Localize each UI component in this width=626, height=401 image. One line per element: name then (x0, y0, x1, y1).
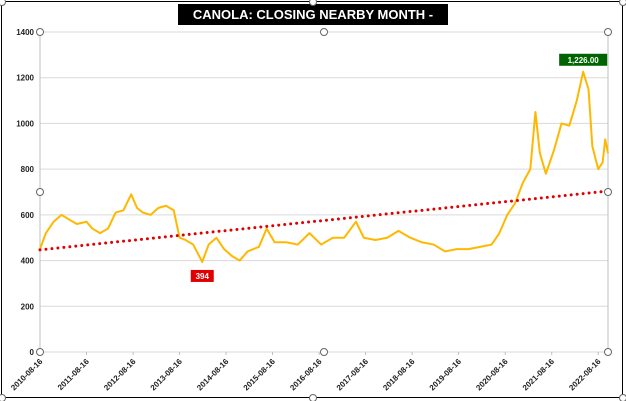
selection-handle (604, 28, 612, 36)
x-tick-label: 2019-08-16 (428, 357, 464, 393)
y-tick-label: 600 (21, 211, 35, 220)
price-line (39, 70, 609, 263)
x-tick-label: 2021-08-16 (521, 357, 557, 393)
selection-handle (320, 28, 328, 36)
selection-handle (36, 348, 44, 356)
selection-handle (604, 348, 612, 356)
data-label: 1,226.00 (568, 56, 600, 65)
x-tick-label: 2012-08-16 (102, 357, 138, 393)
trendline (38, 189, 610, 252)
y-tick-label: 1200 (16, 74, 34, 83)
data-label-box (559, 53, 608, 66)
x-tick-label: 2022-08-16 (567, 357, 603, 393)
x-tick-label: 2017-08-16 (335, 357, 371, 393)
selection-handle (36, 28, 44, 36)
y-tick-label: 400 (21, 257, 35, 266)
x-tick-label: 2015-08-16 (242, 357, 278, 393)
selection-handle (320, 348, 328, 356)
y-tick-label: 1000 (16, 119, 34, 128)
selection-handle (36, 188, 44, 196)
x-tick-label: 2018-08-16 (381, 357, 417, 393)
y-tick-label: 1400 (16, 28, 34, 37)
selection-handle (309, 0, 317, 6)
selection-handle (619, 0, 626, 6)
x-tick-label: 2016-08-16 (288, 357, 324, 393)
data-label-box (190, 269, 214, 282)
x-tick-label: 2020-08-16 (474, 357, 510, 393)
selection-handle (604, 188, 612, 196)
data-label: 394 (196, 272, 210, 281)
selection-handle (309, 394, 317, 401)
selection-handle (0, 0, 6, 6)
selection-handle (619, 394, 626, 401)
x-tick-label: 2011-08-16 (56, 357, 91, 392)
selection-handle (0, 394, 6, 401)
x-tick-label: 2014-08-16 (195, 357, 231, 393)
y-tick-label: 200 (21, 302, 35, 311)
x-tick-label: 2013-08-16 (149, 357, 185, 393)
x-tick-label: 2010-08-16 (9, 357, 45, 393)
y-tick-label: 800 (21, 165, 35, 174)
y-tick-label: 0 (30, 348, 35, 357)
